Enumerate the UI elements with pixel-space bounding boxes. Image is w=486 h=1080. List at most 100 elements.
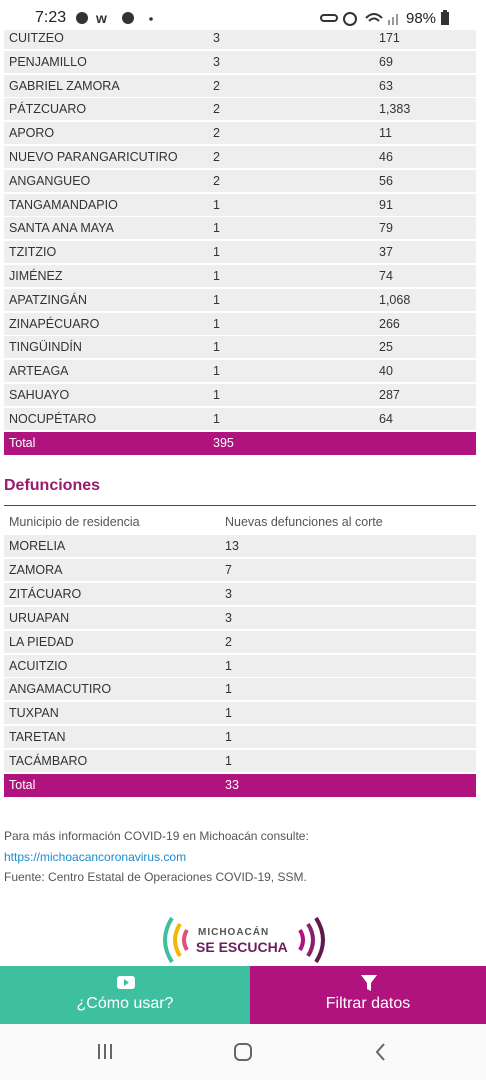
table-row: ARTEAGA 1 40 <box>4 360 476 383</box>
table-cell: 1 <box>225 682 232 697</box>
section-title: Defunciones <box>4 477 101 494</box>
logo: MICHOACÁN SE ESCUCHA <box>158 912 333 968</box>
status-bar: 7:23 w 98% <box>0 0 486 30</box>
time: 7:23 <box>35 9 67 26</box>
table-cell: ANGAMACUTIRO <box>9 682 112 697</box>
table-row: JIMÉNEZ 1 74 <box>4 265 476 287</box>
nav-icons <box>98 1043 385 1061</box>
table-cell: APATZINGÁN <box>9 292 88 307</box>
table-row: ACUITZIO 1 <box>4 654 476 677</box>
table-cell: PÁTZCUARO <box>9 102 87 117</box>
total-row: Total 33 <box>4 774 476 797</box>
table-row: NOCUPÉTARO 1 64 <box>4 407 476 430</box>
table-cell: TINGÜINDÍN <box>9 340 82 355</box>
table-row: LA PIEDAD 2 <box>4 630 476 653</box>
table-cell: 2 <box>213 102 220 117</box>
total-cell: Total <box>9 436 36 450</box>
table-cell: CUITZEO <box>9 31 64 45</box>
table-cell: 1,383 <box>379 102 411 117</box>
table-cell: 1 <box>225 754 232 769</box>
table-cell: 25 <box>379 340 393 355</box>
table-cell: 2 <box>213 78 220 93</box>
table-cell: 91 <box>379 197 393 212</box>
table-cell: 74 <box>379 269 393 283</box>
table-cell: 63 <box>379 78 393 93</box>
info-text: Para más información COVID-19 en Michoac… <box>4 829 309 843</box>
table-cell: 37 <box>379 245 393 260</box>
table-cell: 1 <box>213 364 220 379</box>
table-cell: PENJAMILLO <box>9 54 87 69</box>
table-cell: 266 <box>379 316 400 331</box>
table-row: PÁTZCUARO 2 1,383 <box>4 98 476 121</box>
table-cell: 2 <box>213 126 220 141</box>
table-row: PENJAMILLO 3 69 <box>4 50 476 73</box>
table-cell: 3 <box>225 610 232 625</box>
table-row: MORELIA 13 <box>4 535 476 557</box>
total-cell: 33 <box>225 778 239 792</box>
table-cell: ACUITZIO <box>9 658 68 673</box>
table-cell: 1 <box>225 706 232 721</box>
how-to-button[interactable]: ¿Cómo usar? <box>0 966 250 1024</box>
logo-arcs <box>163 916 325 964</box>
filter-icon <box>361 975 377 991</box>
table-cell: TZITZIO <box>9 245 57 260</box>
divider <box>4 505 476 506</box>
table-row: APATZINGÁN 1 1,068 <box>4 288 476 311</box>
svg-text:w: w <box>95 10 107 26</box>
table-cell: 3 <box>213 31 220 45</box>
button-label: ¿Cómo usar? <box>76 995 174 1012</box>
table-cell: ZITÁCUARO <box>9 586 82 601</box>
total-cell: Total <box>9 778 36 792</box>
table-cell: 1 <box>213 197 220 212</box>
table-cell: TANGAMANDAPIO <box>9 197 118 212</box>
battery-percent: 98% <box>406 10 437 27</box>
table-cell: GABRIEL ZAMORA <box>9 78 120 93</box>
table-cell: NOCUPÉTARO <box>9 411 97 426</box>
table-cell: 1 <box>213 411 220 426</box>
table-cell: 287 <box>379 388 400 402</box>
total-row: Total 395 <box>4 432 476 455</box>
table-cell: 1 <box>213 245 220 260</box>
filter-button[interactable]: Filtrar datos <box>250 966 486 1024</box>
button-label: Filtrar datos <box>325 995 411 1012</box>
table-cell: 1 <box>213 388 220 402</box>
table-cell: 3 <box>225 586 232 601</box>
table-row: TZITZIO 1 37 <box>4 241 476 264</box>
table-cell: ZINAPÉCUARO <box>9 316 100 331</box>
table-row: GABRIEL ZAMORA 2 63 <box>4 74 476 97</box>
logo-line1: MICHOACÁN <box>198 927 270 938</box>
table-cell: 56 <box>379 173 393 188</box>
table-cell: 79 <box>379 221 393 236</box>
table-cell: 2 <box>213 150 220 164</box>
table-cell: 46 <box>379 150 393 164</box>
table-row: CUITZEO 3 171 <box>4 27 476 49</box>
table-cell: APORO <box>9 126 55 141</box>
table-row: ZINAPÉCUARO 1 266 <box>4 312 476 335</box>
nav-bar <box>0 1024 486 1080</box>
table-cell: MORELIA <box>9 539 66 553</box>
table-cell: ZAMORA <box>9 562 63 577</box>
table-row: TINGÜINDÍN 1 25 <box>4 336 476 359</box>
table-cell: 2 <box>213 173 220 188</box>
table-cell: 1 <box>213 269 220 283</box>
table-cell: 7 <box>225 562 232 577</box>
table-row: TACÁMBARO 1 <box>4 750 476 773</box>
logo-line2: SE ESCUCHA <box>196 939 288 955</box>
table-row: ANGAMACUTIRO 1 <box>4 678 476 701</box>
table-row: SAHUAYO 1 287 <box>4 384 476 406</box>
table-cell: 1 <box>213 316 220 331</box>
table-cell: 1 <box>225 730 232 745</box>
table-cell: LA PIEDAD <box>9 634 74 649</box>
table-row: TUXPAN 1 <box>4 702 476 725</box>
table-cell: 1 <box>213 292 220 307</box>
table-row: ZITÁCUARO 3 <box>4 582 476 605</box>
table-cell: JIMÉNEZ <box>9 269 63 283</box>
table-row: TARETAN 1 <box>4 726 476 749</box>
table-cell: 11 <box>379 126 392 141</box>
table-row: URUAPAN 3 <box>4 606 476 629</box>
table-row: ANGANGUEO 2 56 <box>4 169 476 192</box>
notification-icons: w <box>76 10 153 26</box>
info-link[interactable]: https://michoacancoronavirus.com <box>4 850 187 864</box>
table-cell: TARETAN <box>9 730 66 745</box>
